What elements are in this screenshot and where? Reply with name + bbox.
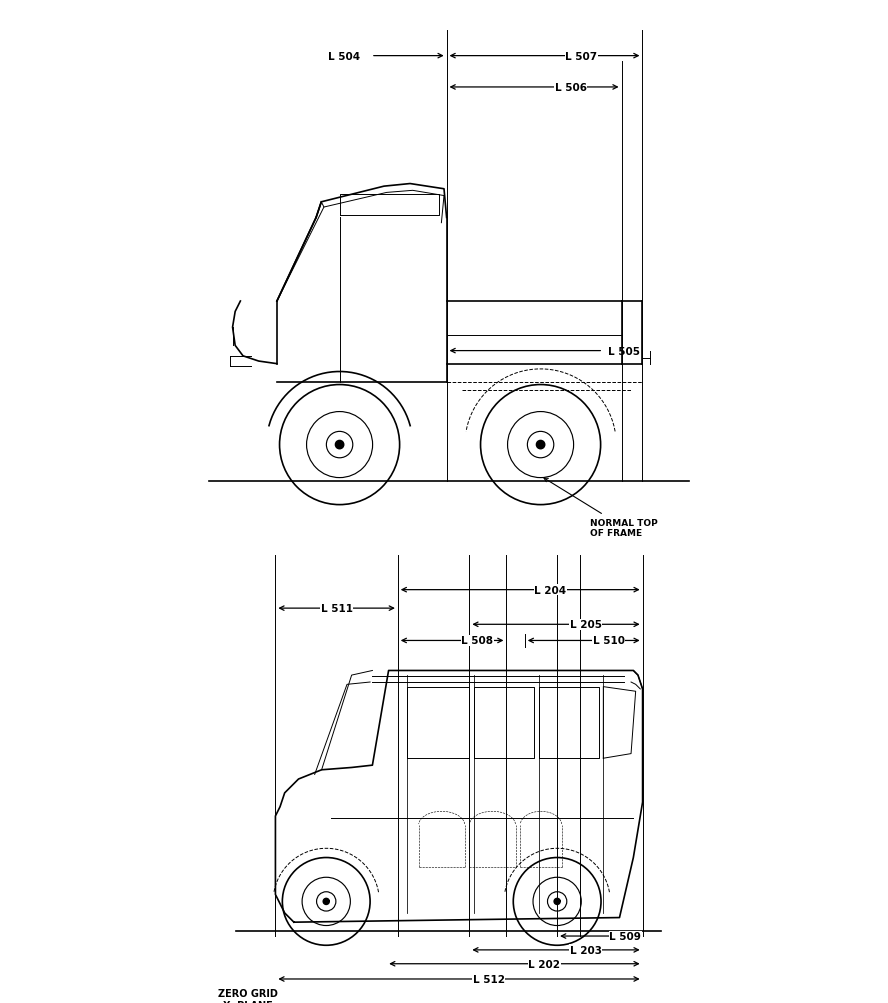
Text: L 205: L 205 bbox=[570, 620, 602, 630]
Text: L 508: L 508 bbox=[462, 636, 494, 646]
Text: L 509: L 509 bbox=[609, 931, 641, 941]
Text: L 504: L 504 bbox=[329, 51, 361, 61]
Text: L 512: L 512 bbox=[473, 974, 505, 984]
Text: L 204: L 204 bbox=[534, 585, 567, 595]
Text: L 510: L 510 bbox=[593, 636, 625, 646]
Text: ZERO GRID
X- PLANE: ZERO GRID X- PLANE bbox=[218, 988, 278, 1003]
Text: NORMAL TOP
OF FRAME: NORMAL TOP OF FRAME bbox=[544, 478, 658, 538]
Circle shape bbox=[536, 441, 544, 449]
Circle shape bbox=[554, 899, 560, 905]
Text: L 505: L 505 bbox=[608, 346, 640, 356]
Text: L 506: L 506 bbox=[555, 83, 587, 93]
Text: L 203: L 203 bbox=[570, 945, 602, 955]
Circle shape bbox=[336, 441, 344, 449]
Text: L 202: L 202 bbox=[528, 959, 560, 969]
Text: L 507: L 507 bbox=[566, 51, 598, 61]
Text: L 511: L 511 bbox=[321, 604, 353, 614]
Circle shape bbox=[323, 899, 329, 905]
